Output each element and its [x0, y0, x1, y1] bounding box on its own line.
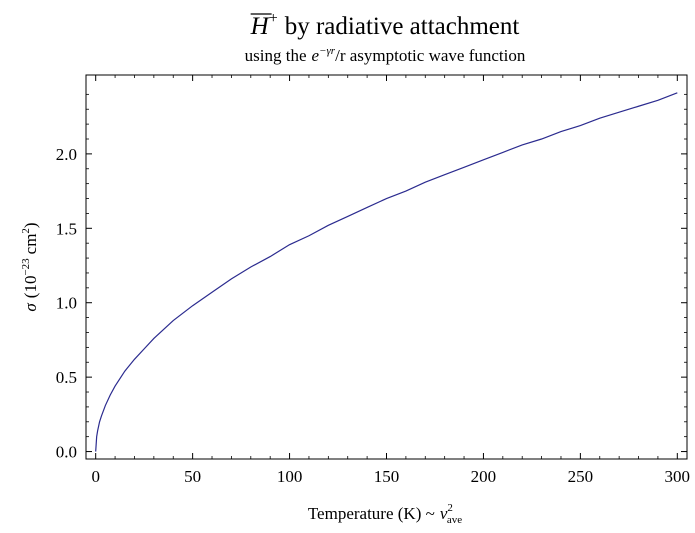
x-tick-label: 150	[374, 467, 400, 486]
subtitle-math-superscript: −γr	[319, 45, 336, 57]
x-axis-title-var: v	[440, 504, 448, 523]
title-text: by radiative attachment	[285, 13, 520, 40]
y-axis-title-unit: cm	[21, 234, 40, 255]
subtitle-suffix: /r asymptotic wave function	[335, 46, 526, 65]
y-axis-title-symbol: σ	[21, 303, 40, 312]
chart-subtitle: using the e−γr/r asymptotic wave function	[245, 45, 526, 65]
x-axis-title: Temperature (K) ~ v2 ave	[308, 502, 462, 526]
subtitle-prefix: using the	[245, 46, 307, 65]
series-line	[95, 92, 678, 452]
x-ticks	[95, 75, 678, 459]
y-axis-title-exponent: −23	[20, 258, 32, 276]
y-tick-label: 1.5	[56, 219, 77, 238]
y-axis-title-prefix: (10	[21, 276, 40, 299]
y-tick-label: 0.5	[56, 368, 77, 387]
y-tick-label: 0.0	[56, 443, 77, 462]
title-superscript: +	[269, 10, 278, 27]
x-axis-title-superscript: 2	[447, 502, 453, 514]
x-tick-labels: 0 50 100 150 200 250 300	[91, 467, 690, 486]
x-tick-label: 250	[568, 467, 594, 486]
chart-title: H+ by radiative attachment	[250, 10, 520, 40]
x-tick-label: 50	[184, 467, 201, 486]
y-tick-label: 1.0	[56, 294, 77, 313]
plot-frame	[85, 74, 688, 460]
x-axis-title-text: Temperature (K) ~	[308, 504, 435, 523]
subtitle-math-base: e	[312, 46, 320, 65]
y-tick-labels: 0.0 0.5 1.0 1.5 2.0	[56, 145, 77, 462]
x-tick-label: 200	[471, 467, 497, 486]
x-axis-title-subscript: ave	[447, 514, 462, 526]
y-axis-title-unit-exponent: 2	[20, 228, 32, 234]
x-tick-label: 0	[91, 467, 100, 486]
title-symbol: H	[250, 13, 271, 40]
x-tick-label: 300	[665, 467, 691, 486]
x-tick-label: 100	[277, 467, 303, 486]
y-ticks	[86, 93, 687, 453]
y-axis-title-suffix: )	[21, 222, 40, 228]
y-axis-title: σ (10−23 cm2)	[20, 222, 40, 311]
series-layer	[95, 92, 678, 452]
y-tick-label: 2.0	[56, 145, 77, 164]
